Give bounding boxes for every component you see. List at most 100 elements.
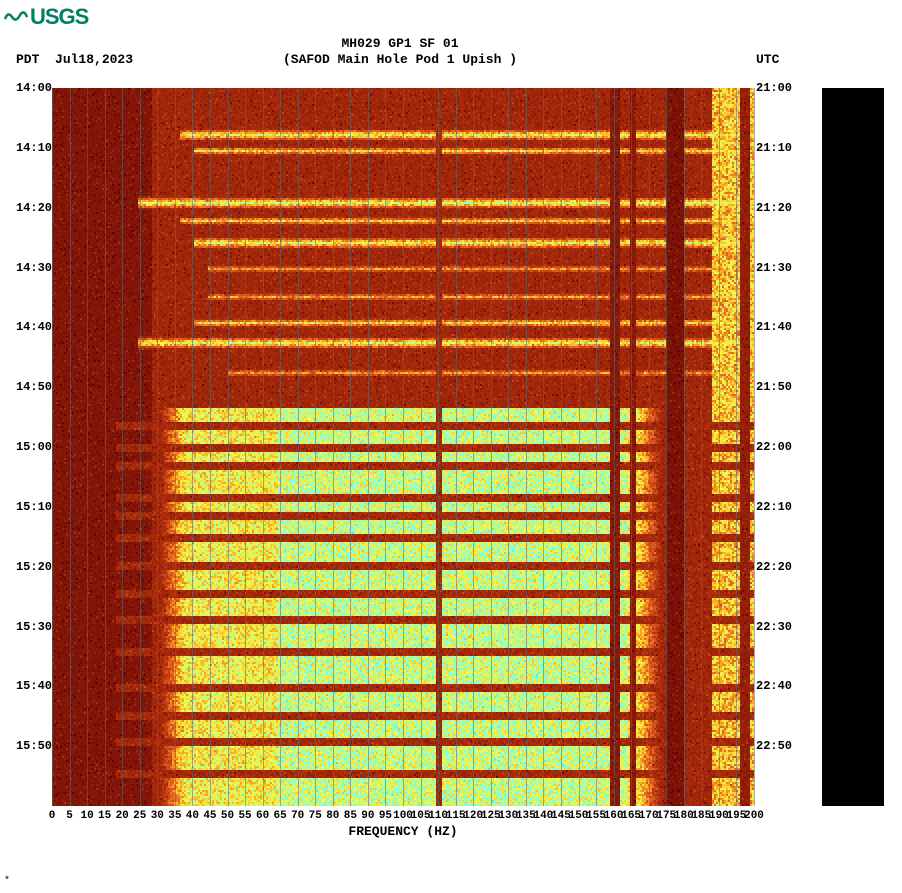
x-tick-label: 10 xyxy=(80,810,93,822)
y-tick-label: 15:10 xyxy=(16,500,52,514)
gridline xyxy=(333,88,334,806)
y-tick-label: 22:20 xyxy=(756,560,792,574)
y-tick-label: 21:20 xyxy=(756,201,792,215)
x-axis-title: FREQUENCY (HZ) xyxy=(52,824,754,839)
gridline xyxy=(649,88,650,806)
gridline xyxy=(368,88,369,806)
y-tick-label: 15:00 xyxy=(16,440,52,454)
gridline xyxy=(403,88,404,806)
gridline xyxy=(736,88,737,806)
gridline xyxy=(350,88,351,806)
gridline xyxy=(192,88,193,806)
y-tick-label: 21:00 xyxy=(756,81,792,95)
y-tick-label: 15:50 xyxy=(16,739,52,753)
y-tick-label: 15:40 xyxy=(16,679,52,693)
gridline xyxy=(70,88,71,806)
gridline xyxy=(105,88,106,806)
gridline xyxy=(491,88,492,806)
gridline xyxy=(543,88,544,806)
y-axis-right: 21:0021:1021:2021:3021:4021:5022:0022:10… xyxy=(756,88,802,806)
gridline xyxy=(473,88,474,806)
gridline xyxy=(228,88,229,806)
footnote: * xyxy=(4,876,10,887)
colorbar xyxy=(822,88,884,806)
y-tick-label: 21:50 xyxy=(756,380,792,394)
gridline xyxy=(385,88,386,806)
gridline xyxy=(210,88,211,806)
y-tick-label: 15:30 xyxy=(16,620,52,634)
y-tick-label: 21:30 xyxy=(756,261,792,275)
gridline xyxy=(666,88,667,806)
x-tick-label: 30 xyxy=(151,810,164,822)
gridline xyxy=(526,88,527,806)
gridline xyxy=(631,88,632,806)
tz-right-label: UTC xyxy=(756,52,779,67)
gridline xyxy=(754,88,755,806)
tz-left-label: PDT xyxy=(16,52,39,67)
gridline xyxy=(175,88,176,806)
gridline xyxy=(438,88,439,806)
x-tick-label: 25 xyxy=(133,810,146,822)
x-tick-label: 15 xyxy=(98,810,111,822)
spectrogram-plot xyxy=(52,88,754,806)
gridline xyxy=(614,88,615,806)
x-tick-label: 35 xyxy=(168,810,181,822)
chart-title: MH029 GP1 SF 01 xyxy=(0,36,800,52)
tz-left-block: PDT Jul18,2023 xyxy=(16,52,133,67)
y-axis-left: 14:0014:1014:2014:3014:4014:5015:0015:10… xyxy=(8,88,52,806)
x-tick-label: 50 xyxy=(221,810,234,822)
x-tick-label: 80 xyxy=(326,810,339,822)
gridline xyxy=(245,88,246,806)
gridline xyxy=(596,88,597,806)
y-tick-label: 22:30 xyxy=(756,620,792,634)
y-tick-label: 21:40 xyxy=(756,320,792,334)
x-tick-label: 90 xyxy=(361,810,374,822)
header-date: Jul18,2023 xyxy=(55,52,133,67)
gridline xyxy=(87,88,88,806)
x-tick-label: 70 xyxy=(291,810,304,822)
gridline xyxy=(263,88,264,806)
y-tick-label: 14:50 xyxy=(16,380,52,394)
gridline xyxy=(421,88,422,806)
usgs-logo-text: USGS xyxy=(30,4,88,29)
gridline xyxy=(508,88,509,806)
x-tick-label: 75 xyxy=(309,810,322,822)
y-tick-label: 14:10 xyxy=(16,141,52,155)
gridline xyxy=(315,88,316,806)
x-tick-label: 65 xyxy=(274,810,287,822)
x-tick-label: 45 xyxy=(203,810,216,822)
usgs-logo: USGS xyxy=(4,4,88,31)
y-tick-label: 21:10 xyxy=(756,141,792,155)
x-tick-label: 55 xyxy=(238,810,251,822)
x-tick-label: 60 xyxy=(256,810,269,822)
gridline xyxy=(456,88,457,806)
y-tick-label: 14:40 xyxy=(16,320,52,334)
gridline xyxy=(122,88,123,806)
gridline xyxy=(561,88,562,806)
y-tick-label: 14:30 xyxy=(16,261,52,275)
gridline xyxy=(701,88,702,806)
x-tick-label: 0 xyxy=(49,810,56,822)
y-tick-label: 14:00 xyxy=(16,81,52,95)
y-tick-label: 15:20 xyxy=(16,560,52,574)
gridline xyxy=(52,88,53,806)
x-tick-label: 5 xyxy=(66,810,73,822)
gridline xyxy=(579,88,580,806)
x-tick-label: 20 xyxy=(116,810,129,822)
gridline xyxy=(140,88,141,806)
gridline xyxy=(298,88,299,806)
y-tick-label: 22:00 xyxy=(756,440,792,454)
x-tick-label: 40 xyxy=(186,810,199,822)
y-tick-label: 22:40 xyxy=(756,679,792,693)
gridline xyxy=(280,88,281,806)
gridline xyxy=(157,88,158,806)
y-tick-label: 22:50 xyxy=(756,739,792,753)
gridline xyxy=(684,88,685,806)
y-tick-label: 14:20 xyxy=(16,201,52,215)
x-tick-label: 95 xyxy=(379,810,392,822)
y-tick-label: 22:10 xyxy=(756,500,792,514)
x-tick-label: 85 xyxy=(344,810,357,822)
x-tick-label: 200 xyxy=(744,810,764,822)
usgs-wave-icon xyxy=(4,5,28,31)
gridline xyxy=(719,88,720,806)
